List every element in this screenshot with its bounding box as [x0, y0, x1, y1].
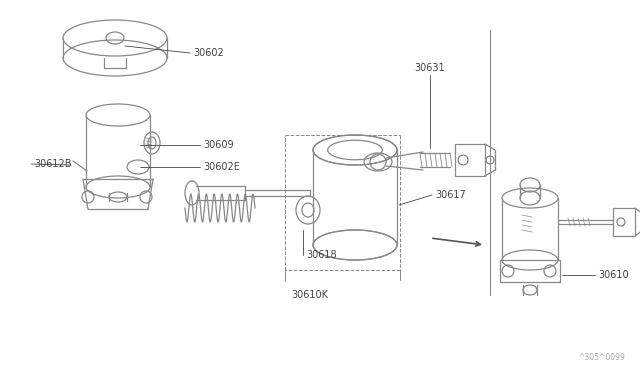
Ellipse shape — [313, 230, 397, 260]
Text: 30610: 30610 — [598, 270, 628, 280]
Text: 30617: 30617 — [435, 190, 466, 200]
Text: 30602: 30602 — [193, 48, 224, 58]
Text: ^305^0099: ^305^0099 — [578, 353, 625, 362]
Text: 30631: 30631 — [415, 63, 445, 73]
Text: 30612B: 30612B — [34, 159, 72, 169]
Text: 30609: 30609 — [203, 140, 234, 150]
Ellipse shape — [313, 135, 397, 165]
Bar — [613, 208, 635, 236]
Text: 30618: 30618 — [306, 250, 337, 260]
Bar — [455, 144, 485, 176]
Text: 30610K: 30610K — [291, 290, 328, 300]
Text: 30602E: 30602E — [203, 162, 240, 172]
